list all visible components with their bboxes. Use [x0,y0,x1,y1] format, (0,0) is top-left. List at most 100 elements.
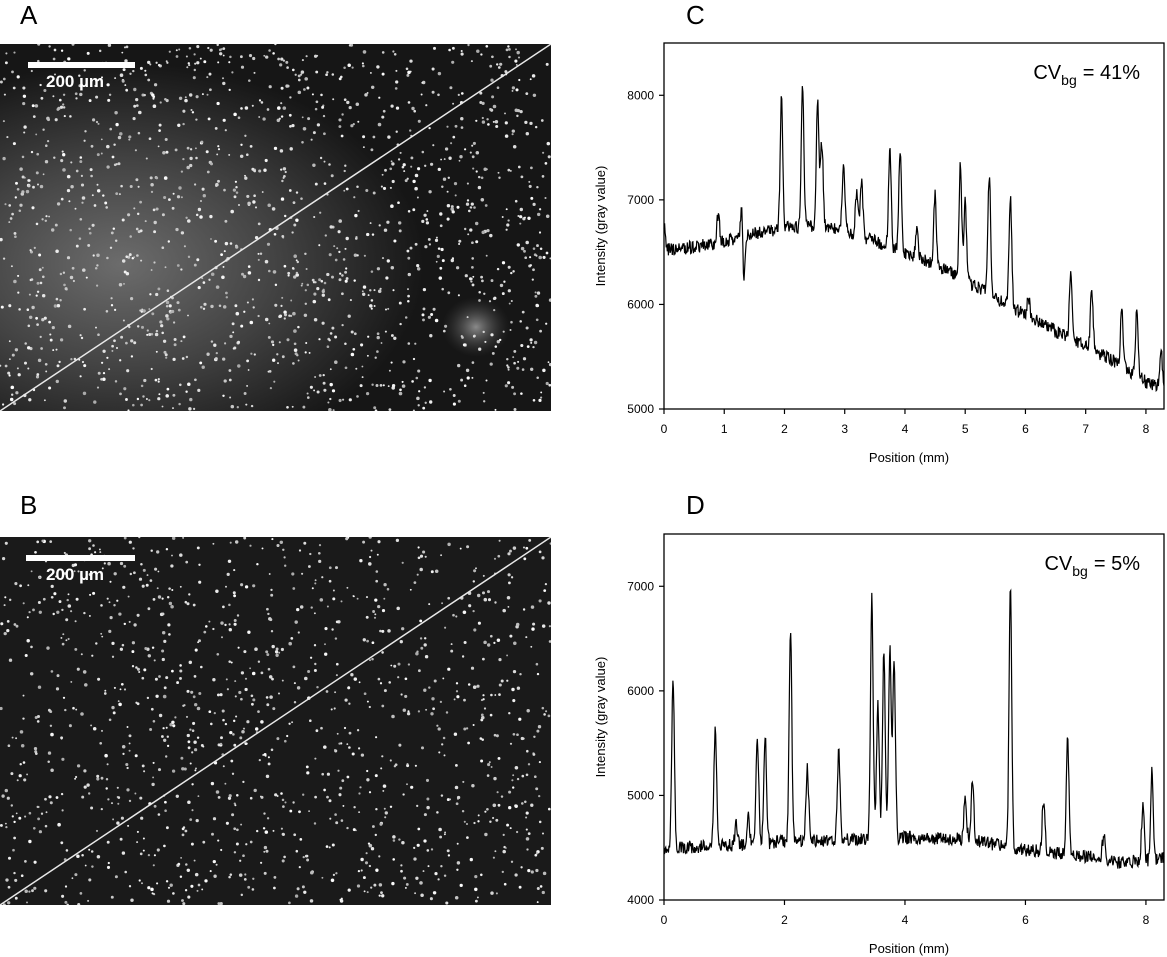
particle [410,156,414,160]
particle [237,646,240,649]
particle [152,598,156,601]
particle [460,49,463,53]
particle [265,774,270,779]
particle [303,890,307,894]
particle [115,346,119,350]
particle [506,654,509,657]
particle [409,588,412,591]
particle [511,385,515,389]
particle [351,752,355,756]
particle [296,260,300,264]
particle [115,122,119,127]
particle [94,267,98,270]
particle [194,703,198,707]
particle [162,694,167,699]
particle [480,759,484,763]
particle [519,222,522,225]
particle [229,396,232,399]
particle [216,44,219,47]
particle [365,615,369,619]
particle [279,540,284,545]
particle [208,620,211,623]
particle [155,350,158,353]
particle [312,163,316,167]
particle [190,884,194,888]
particle [362,135,366,139]
particle [447,291,451,295]
particle [338,793,342,797]
particle [174,716,177,719]
particle [119,647,124,651]
particle [405,882,409,886]
particle [67,593,70,596]
particle [484,204,488,207]
particle [370,148,374,152]
particle [327,298,331,302]
particle [39,281,43,285]
particle [230,404,235,409]
particle [544,162,548,165]
particle [466,545,470,549]
particle [466,199,470,202]
particle [146,696,150,700]
particle [471,283,475,287]
particle [113,163,117,167]
particle [208,72,212,76]
particle [179,676,182,680]
particle [59,272,63,276]
particle [56,364,60,368]
particle [68,200,71,203]
particle [315,100,319,104]
particle [487,598,492,602]
particle [353,677,358,681]
particle [294,352,298,356]
particle [63,406,66,410]
particle [334,691,337,694]
particle [494,694,497,696]
particle [50,228,55,232]
particle [379,384,383,387]
particle [542,871,547,876]
particle [123,46,127,49]
particle [2,77,6,81]
particle [91,865,94,868]
particle [489,233,493,238]
particle [251,167,255,171]
particle [286,66,289,69]
particle [323,132,326,136]
particle [30,150,34,154]
cv-subscript: bg [1072,563,1088,579]
particle [512,270,515,273]
panel-letter-c: C [686,0,705,30]
particle [285,60,289,64]
particle [233,619,237,622]
particle [14,196,17,199]
particle [356,729,360,732]
particle [30,570,33,573]
particle [281,179,284,183]
particle [347,686,351,690]
particle [193,263,197,267]
particle [166,317,170,321]
particle [185,55,188,58]
particle [374,774,378,778]
particle [247,271,252,275]
particle [90,850,94,853]
particle [457,294,460,297]
particle [342,258,346,261]
particle [190,108,193,112]
particle [216,153,219,156]
particle [304,854,308,858]
particle [18,774,22,778]
particle [50,768,54,772]
particle [247,369,250,371]
particle [413,857,417,861]
particle [183,704,186,707]
particle [433,46,436,50]
particle [301,116,304,119]
particle [535,852,539,855]
particle [423,643,427,647]
particle [456,868,459,871]
particle [229,730,233,735]
particle [293,342,297,346]
